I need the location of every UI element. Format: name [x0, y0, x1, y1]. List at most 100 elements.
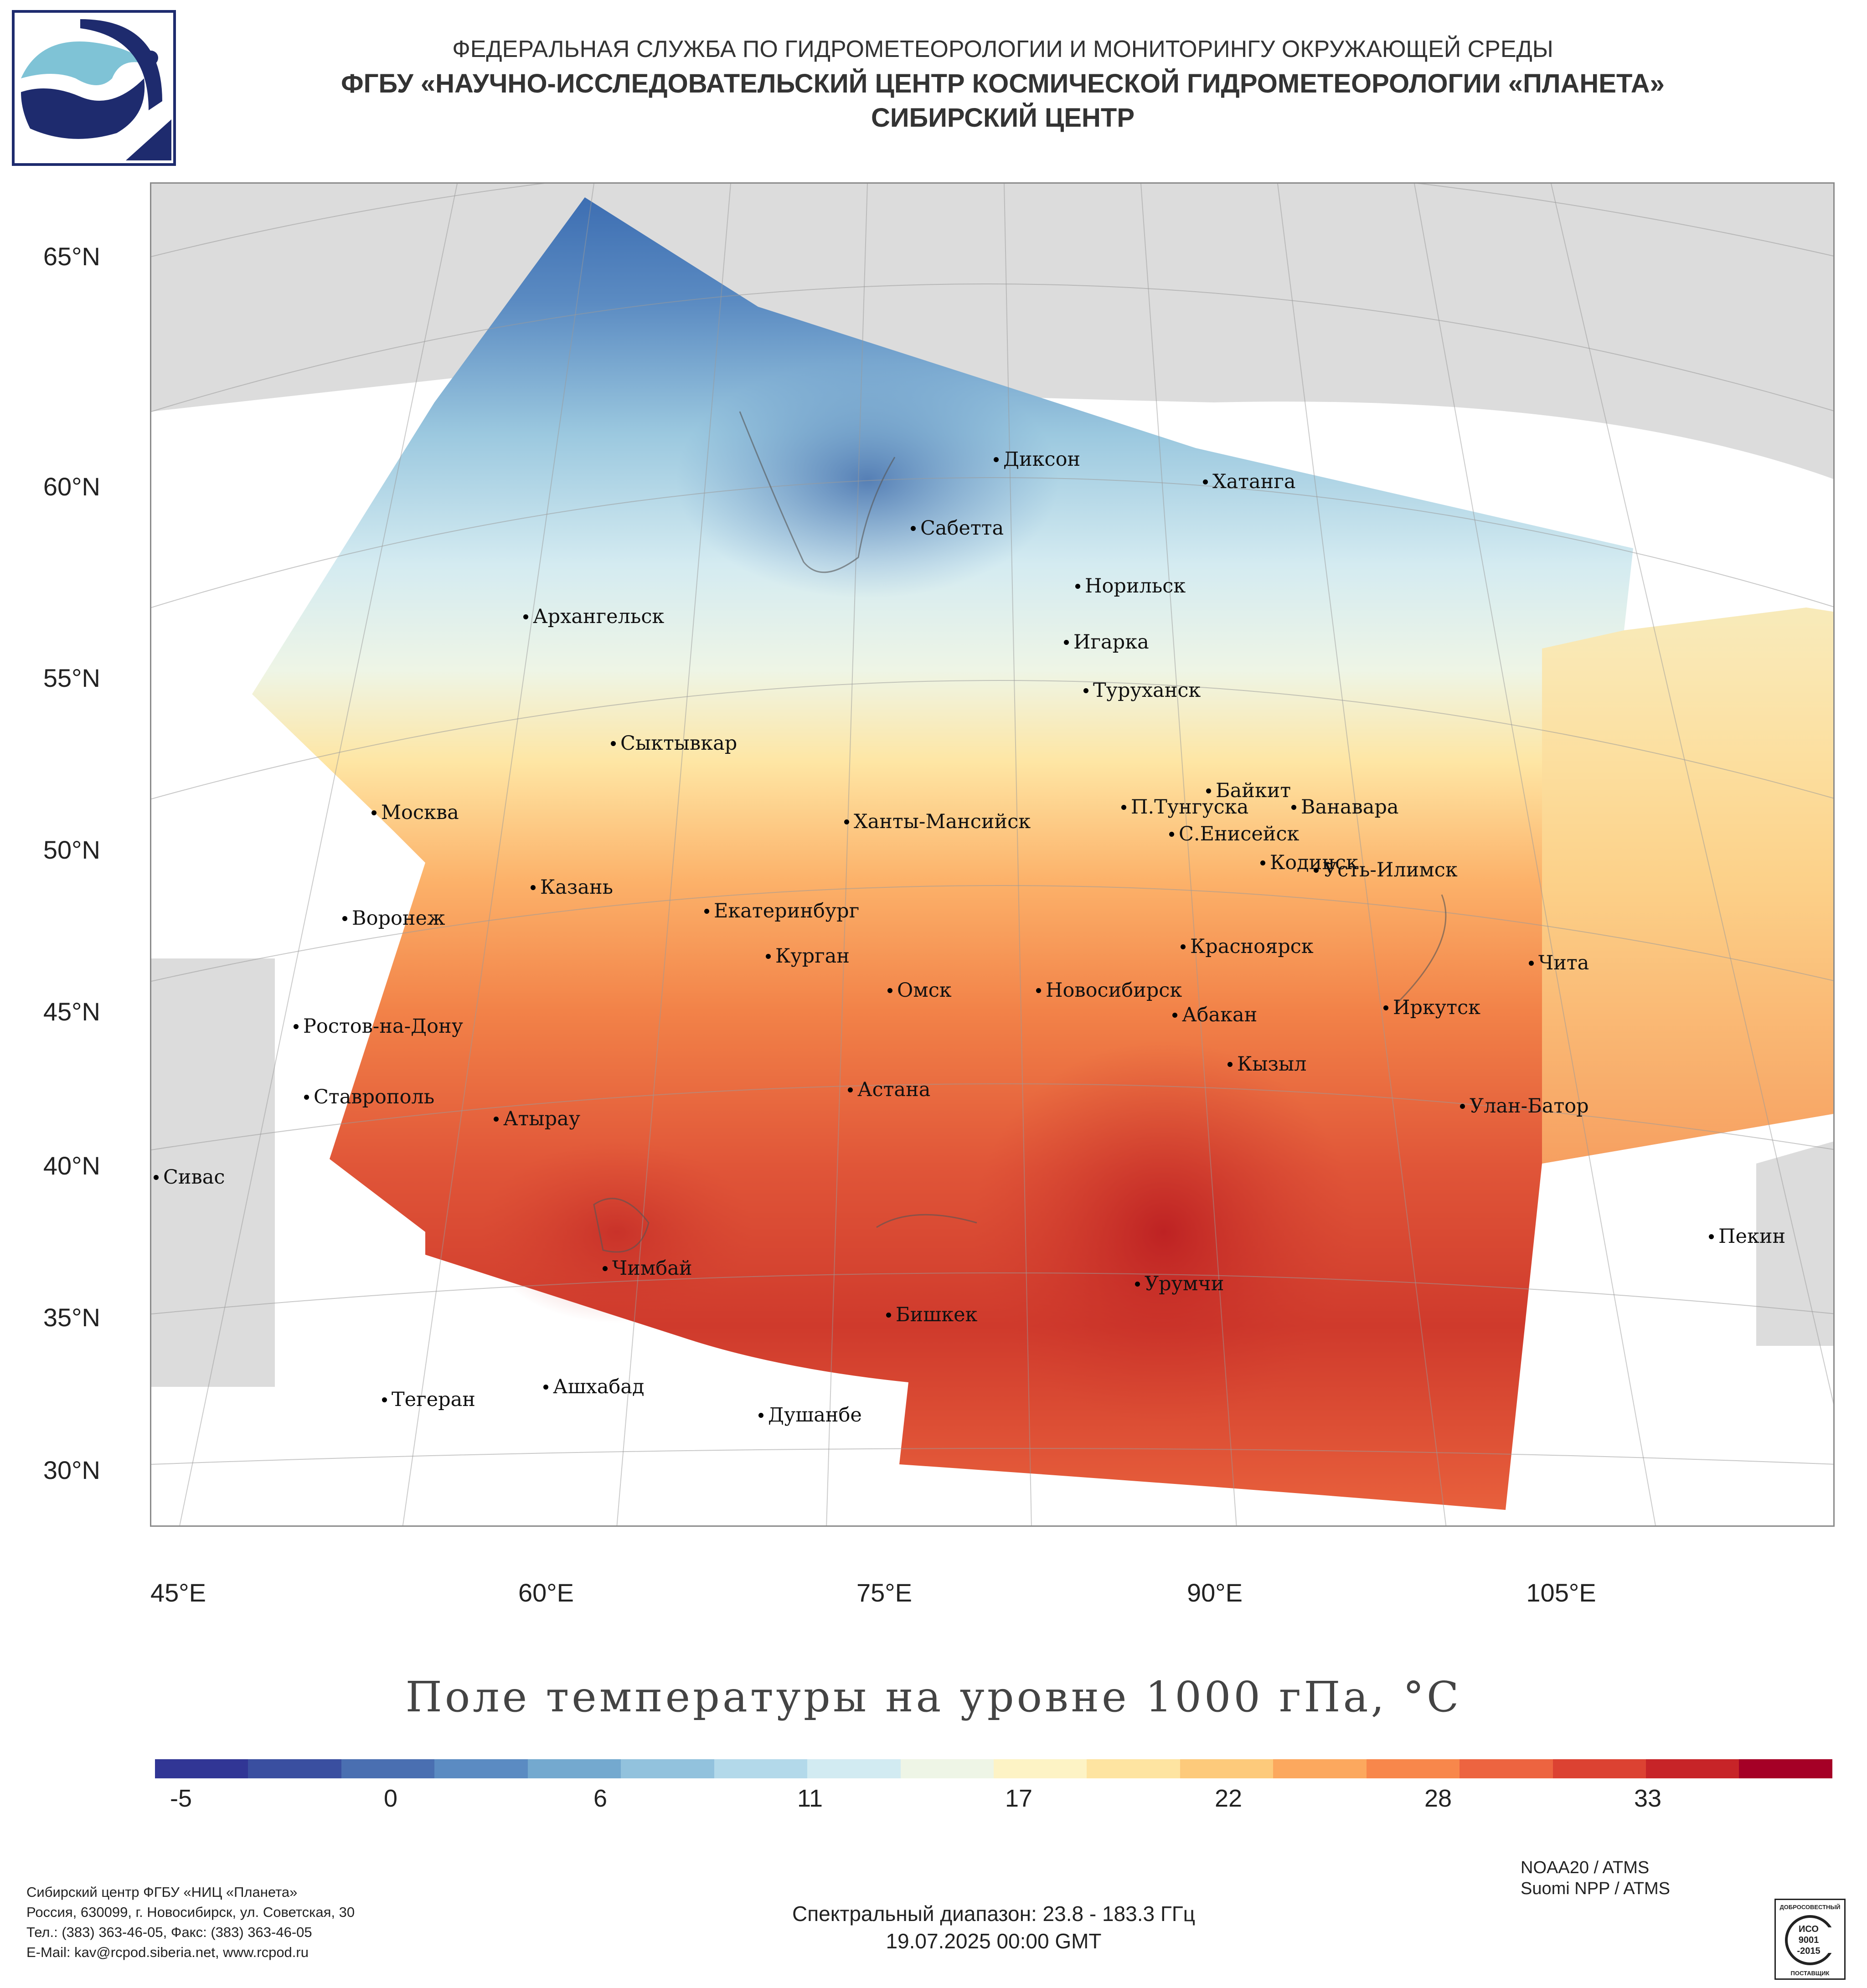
city-marker: Чита: [1529, 952, 1589, 974]
city-marker: Астана: [848, 1078, 930, 1101]
lon-label-75: 75°E: [856, 1578, 913, 1607]
colorbar-tick: 28: [1424, 1785, 1452, 1812]
city-marker: Усть-Илимск: [1314, 859, 1458, 881]
temperature-map: [151, 184, 1833, 1525]
colorbar-segment: [155, 1759, 248, 1778]
city-marker: Хатанга: [1203, 470, 1296, 493]
lat-label-65: 65°N: [43, 242, 100, 271]
colorbar-segment: [527, 1759, 621, 1778]
colorbar-segment: [993, 1759, 1087, 1778]
svg-text:9001: 9001: [1799, 1935, 1819, 1945]
header-center: СИБИРСКИЙ ЦЕНТР: [871, 103, 1135, 133]
city-marker: Ванавара: [1291, 796, 1399, 819]
footer-email: E-Mail: kav@rcpod.siberia.net, www.rcpod…: [26, 1944, 309, 1960]
svg-text:ИСО: ИСО: [1799, 1924, 1819, 1934]
colorbar-segment: [434, 1759, 528, 1778]
satellite-info: NOAA20 / ATMS Suomi NPP / ATMS: [1521, 1857, 1670, 1899]
city-marker: Тегеран: [382, 1388, 475, 1411]
map-title: Поле температуры на уровне 1000 гПа, °С: [405, 1673, 1462, 1721]
map-panel: [150, 182, 1835, 1527]
city-marker: Душанбе: [758, 1404, 862, 1427]
footer-phone: Тел.: (383) 363-46-05, Факс: (383) 363-4…: [26, 1924, 312, 1940]
city-marker: Улан-Батор: [1460, 1095, 1589, 1118]
colorbar-segment: [1552, 1759, 1646, 1778]
colorbar-tick: 6: [593, 1785, 608, 1812]
city-marker: Пекин: [1709, 1225, 1785, 1248]
lat-label-55: 55°N: [43, 664, 100, 692]
lon-label-45: 45°E: [150, 1578, 206, 1607]
city-marker: Чимбай: [603, 1257, 692, 1280]
city-marker: Курган: [766, 945, 850, 968]
colorbar-segment: [1646, 1759, 1739, 1778]
city-marker: Абакан: [1172, 1004, 1257, 1026]
city-marker: Сивас: [154, 1166, 225, 1189]
colorbar-segment: [1180, 1759, 1274, 1778]
lat-label-30: 30°N: [43, 1456, 100, 1484]
colorbar-tick: 17: [1005, 1785, 1033, 1812]
city-marker: Кызыл: [1227, 1053, 1307, 1076]
colorbar-segment: [714, 1759, 808, 1778]
city-marker: Ставрополь: [304, 1086, 434, 1108]
lon-label-105: 105°E: [1526, 1578, 1596, 1607]
colorbar-tick: 33: [1634, 1785, 1662, 1812]
colorbar-tick: -5: [170, 1785, 192, 1812]
footer-address: Россия, 630099, г. Новосибирск, ул. Сове…: [26, 1904, 355, 1920]
city-marker: Ханты-Мансийск: [844, 810, 1031, 833]
observation-datetime: 19.07.2025 00:00 GMT: [886, 1929, 1102, 1953]
lat-label-60: 60°N: [43, 472, 100, 501]
colorbar-segment: [1460, 1759, 1553, 1778]
city-marker: Москва: [371, 801, 459, 824]
svg-text:ПОСТАВЩИК: ПОСТАВЩИК: [1791, 1970, 1830, 1977]
svg-text:-2015: -2015: [1797, 1946, 1820, 1956]
svg-text:ДОБРОСОВЕСТНЫЙ: ДОБРОСОВЕСТНЫЙ: [1779, 1904, 1840, 1911]
colorbar-segment: [1273, 1759, 1367, 1778]
city-marker: Туруханск: [1083, 679, 1201, 702]
colorbar-segment: [1739, 1759, 1832, 1778]
city-marker: Ростов-на-Дону: [294, 1015, 463, 1038]
city-marker: Красноярск: [1181, 935, 1314, 958]
spectral-range: Спектральный диапазон: 23.8 - 183.3 ГГц: [792, 1902, 1196, 1926]
city-marker: Казань: [531, 876, 613, 899]
lat-label-50: 50°N: [43, 835, 100, 864]
header-agency: ФЕДЕРАЛЬНАЯ СЛУЖБА ПО ГИДРОМЕТЕОРОЛОГИИ …: [452, 36, 1553, 62]
city-marker: Сабетта: [911, 517, 1004, 540]
city-marker: Атырау: [494, 1107, 580, 1130]
colorbar-segment: [621, 1759, 714, 1778]
lon-label-90: 90°E: [1186, 1578, 1243, 1607]
city-marker: Екатеринбург: [704, 900, 859, 922]
header-institute: ФГБУ «НАУЧНО-ИССЛЕДОВАТЕЛЬСКИЙ ЦЕНТР КОС…: [341, 69, 1665, 98]
city-marker: Воронеж: [342, 907, 445, 930]
colorbar-tick: 0: [383, 1785, 398, 1812]
city-marker: П.Тунгуска: [1121, 796, 1248, 819]
city-marker: Ашхабад: [543, 1375, 644, 1398]
satellite-1: NOAA20 / ATMS: [1521, 1858, 1650, 1877]
city-marker: Иркутск: [1383, 996, 1480, 1019]
city-marker: Диксон: [994, 448, 1080, 471]
colorbar-segment: [900, 1759, 994, 1778]
lat-label-45: 45°N: [43, 997, 100, 1026]
colorbar-segment: [807, 1759, 901, 1778]
city-marker: Игарка: [1064, 631, 1149, 654]
lon-label-60: 60°E: [518, 1578, 574, 1607]
lat-label-35: 35°N: [43, 1303, 100, 1332]
city-marker: Бишкек: [886, 1303, 977, 1326]
colorbar-segment: [1087, 1759, 1180, 1778]
colorbar-segment: [248, 1759, 341, 1778]
footer-org: Сибирский центр ФГБУ «НИЦ «Планета»: [26, 1884, 298, 1900]
city-marker: Байкит: [1206, 779, 1291, 802]
temperature-colorbar: [155, 1759, 1832, 1778]
footer-contacts: Сибирский центр ФГБУ «НИЦ «Планета» Росс…: [26, 1882, 355, 1962]
city-marker: Урумчи: [1135, 1272, 1224, 1295]
colorbar-segment: [1366, 1759, 1460, 1778]
colorbar-segment: [341, 1759, 435, 1778]
colorbar-tick: 11: [797, 1785, 823, 1812]
planeta-logo-icon: [12, 10, 176, 166]
city-marker: Омск: [887, 979, 952, 1002]
satellite-2: Suomi NPP / ATMS: [1521, 1879, 1671, 1898]
city-marker: С.Енисейск: [1169, 823, 1299, 845]
city-marker: Новосибирск: [1036, 979, 1182, 1002]
colorbar-tick: 22: [1214, 1785, 1243, 1812]
city-marker: Архангельск: [523, 605, 664, 628]
city-marker: Сыктывкар: [611, 732, 737, 755]
lat-label-40: 40°N: [43, 1151, 100, 1180]
